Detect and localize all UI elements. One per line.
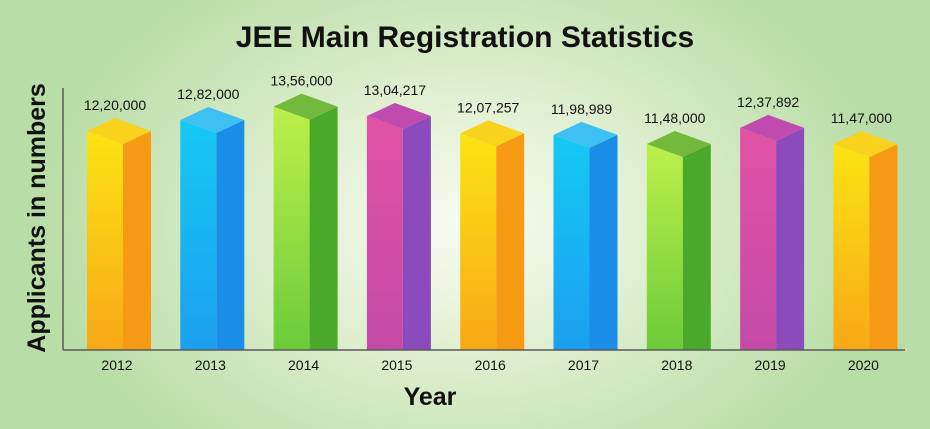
bar-2019 xyxy=(740,114,805,351)
chart-title: JEE Main Registration Statistics xyxy=(236,21,694,54)
labels-layer: 12,20,000 2012 12,82,000 2013 13,56,000 2014 1… xyxy=(84,73,892,373)
bar-top-face xyxy=(273,93,338,120)
bar-front-face xyxy=(646,143,683,350)
x-tick-label-2017: 2017 xyxy=(568,357,599,373)
data-label-2016: 12,07,257 xyxy=(457,99,519,115)
bar-front-face xyxy=(273,106,310,350)
x-tick-label-2013: 2013 xyxy=(195,357,226,373)
data-label-2020: 11,47,000 xyxy=(831,110,892,126)
bar-top-face xyxy=(553,121,618,148)
bar-front-face xyxy=(366,115,403,350)
bar-front-face xyxy=(833,144,870,350)
x-tick-label-2015: 2015 xyxy=(381,357,412,373)
bar-front-face xyxy=(87,131,123,350)
data-label-2019: 12,37,892 xyxy=(737,94,799,110)
bar-2013 xyxy=(180,106,245,350)
x-tick-label-2019: 2019 xyxy=(755,357,786,373)
x-axis-label: Year xyxy=(404,383,457,411)
bar-side-face xyxy=(589,134,618,350)
data-label-2017: 11,98,989 xyxy=(551,101,612,117)
bar-top-face xyxy=(366,102,431,129)
bar-side-face xyxy=(682,143,711,350)
data-label-2012: 12,20,000 xyxy=(84,97,146,113)
bar-side-face xyxy=(402,115,431,350)
bar-top-face xyxy=(740,114,805,141)
bar-top-face xyxy=(87,118,151,145)
bar-2020 xyxy=(833,131,898,350)
data-label-2014: 13,56,000 xyxy=(270,73,332,89)
bars-layer xyxy=(87,93,898,351)
bar-2016 xyxy=(460,120,525,350)
bar-front-face xyxy=(180,119,217,350)
data-label-2018: 11,48,000 xyxy=(644,110,705,126)
bar-top-face xyxy=(833,131,898,158)
bar-2014 xyxy=(273,93,338,350)
x-tick-label-2020: 2020 xyxy=(848,357,879,373)
bar-top-face xyxy=(646,130,711,157)
x-tick-label-2016: 2016 xyxy=(475,357,506,373)
bar-side-face xyxy=(309,106,338,350)
axes-layer xyxy=(62,88,905,351)
bar-side-face xyxy=(776,127,805,351)
x-tick-label-2012: 2012 xyxy=(101,357,132,373)
bar-side-face xyxy=(216,119,245,350)
bar-side-face xyxy=(496,133,525,350)
bar-front-face xyxy=(740,127,777,351)
bar-side-face xyxy=(869,144,898,350)
bar-2017 xyxy=(553,121,618,350)
data-label-2015: 13,04,217 xyxy=(364,82,426,98)
bar-2018 xyxy=(646,130,711,350)
data-label-2013: 12,82,000 xyxy=(177,86,239,102)
bar-2015 xyxy=(366,102,431,350)
x-tick-label-2018: 2018 xyxy=(661,357,692,373)
bar-top-face xyxy=(460,120,525,147)
bar-side-face xyxy=(123,131,151,350)
y-axis-label: Applicants in numbers xyxy=(23,83,51,352)
bar-front-face xyxy=(460,133,497,350)
bar-2012 xyxy=(87,118,151,350)
bar-front-face xyxy=(553,134,590,350)
x-tick-label-2014: 2014 xyxy=(288,357,319,373)
bar-top-face xyxy=(180,106,245,133)
